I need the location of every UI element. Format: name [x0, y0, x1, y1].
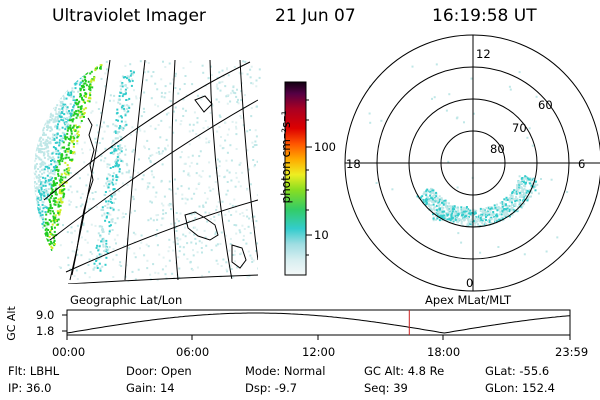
gain-info: Gain: 14 [126, 381, 175, 395]
lat-label-70: 70 [512, 121, 527, 135]
colorbar-tick-10: 10 [314, 228, 329, 242]
colorbar-ticks [306, 99, 312, 256]
geographic-panel-label: Geographic Lat/Lon [70, 293, 183, 307]
timeline-xtick-0: 00:00 [52, 345, 86, 359]
timeline-xtick-4: 23:59 [555, 345, 589, 359]
apex-panel-label: Apex MLat/MLT [425, 293, 512, 307]
dsp-info: Dsp: -9.7 [245, 381, 298, 395]
lat-label-60: 60 [538, 98, 553, 112]
colorbar-tick-100: 100 [314, 140, 336, 154]
glat-info: GLat: -55.6 [485, 364, 550, 378]
mlt-label-12: 12 [476, 47, 491, 61]
instrument-title: Ultraviolet Imager [52, 6, 206, 26]
coastlines [71, 95, 247, 276]
mlt-label-18: 18 [346, 157, 361, 171]
gc-alt-info: GC Alt: 4.8 Re [364, 364, 445, 378]
geographic-image [33, 59, 265, 285]
seq-info: Seq: 39 [364, 381, 408, 395]
lat-label-80: 80 [490, 142, 505, 156]
timeline-xtick-3: 18:00 [427, 345, 461, 359]
timeline-xtick-2: 12:00 [302, 345, 336, 359]
timeline-xtick-1: 06:00 [176, 345, 210, 359]
timeline-ytick-min: 1.8 [36, 324, 55, 338]
orbit-altitude-curve [66, 312, 571, 334]
timeline-ticks [62, 314, 571, 340]
filter-info: Flt: LBHL [8, 364, 60, 378]
time-label: 16:19:58 UT [432, 6, 537, 26]
door-info: Door: Open [126, 364, 192, 378]
mode-info: Mode: Normal [245, 364, 326, 378]
colorbar-label: photon cm⁻²s⁻¹ [279, 110, 293, 204]
colorbar [284, 81, 307, 276]
glon-info: GLon: 152.4 [485, 381, 555, 395]
timeline-ytick-max: 9.0 [36, 308, 55, 322]
timeline-ylabel: GC Alt [4, 306, 18, 341]
geographic-grid [43, 59, 259, 285]
ip-info: IP: 36.0 [8, 381, 52, 395]
mlt-label-0: 0 [466, 276, 474, 290]
timeline-panel [62, 309, 571, 340]
polar-aurora [368, 63, 569, 256]
polar-plot [344, 34, 600, 292]
mlt-label-6: 6 [578, 157, 586, 171]
date-label: 21 Jun 07 [275, 6, 356, 26]
